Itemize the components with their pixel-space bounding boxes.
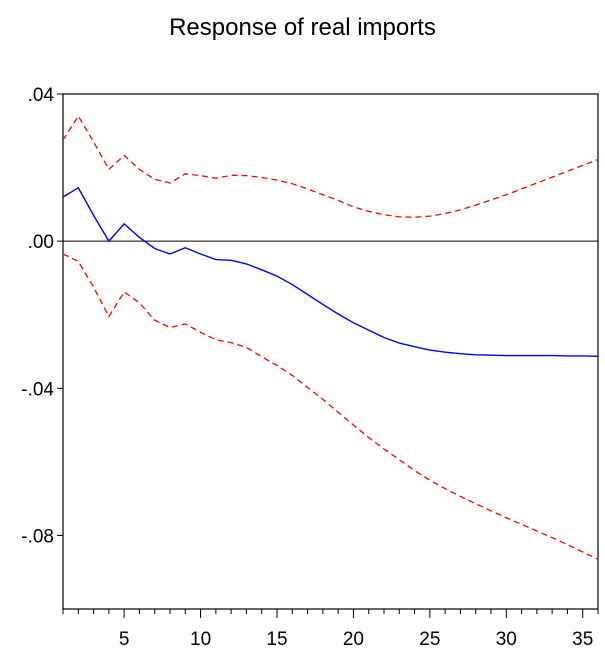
y-axis: .04 .00 -.04 -.08 <box>21 85 63 547</box>
x-tick-label: 10 <box>190 629 211 650</box>
response-line <box>62 186 599 357</box>
x-tick-label: 5 <box>119 629 130 650</box>
x-axis: 5 10 15 20 25 30 35 <box>62 609 599 650</box>
x-tick-label: 35 <box>572 629 593 650</box>
series-layer <box>62 114 599 560</box>
x-tick-label: 30 <box>496 629 517 650</box>
y-tick-label: .04 <box>28 85 55 106</box>
chart-title: Response of real imports <box>169 14 436 41</box>
upper-confidence-band <box>62 114 599 218</box>
y-tick-label: .00 <box>28 232 54 253</box>
x-tick-label: 25 <box>419 629 440 650</box>
y-tick-label: -.08 <box>21 526 54 547</box>
x-tick-label: 20 <box>343 629 364 650</box>
plot-frame <box>62 93 599 610</box>
x-tick-label: 15 <box>266 629 287 650</box>
y-tick-label: -.04 <box>21 379 54 400</box>
lower-confidence-band <box>62 253 599 560</box>
